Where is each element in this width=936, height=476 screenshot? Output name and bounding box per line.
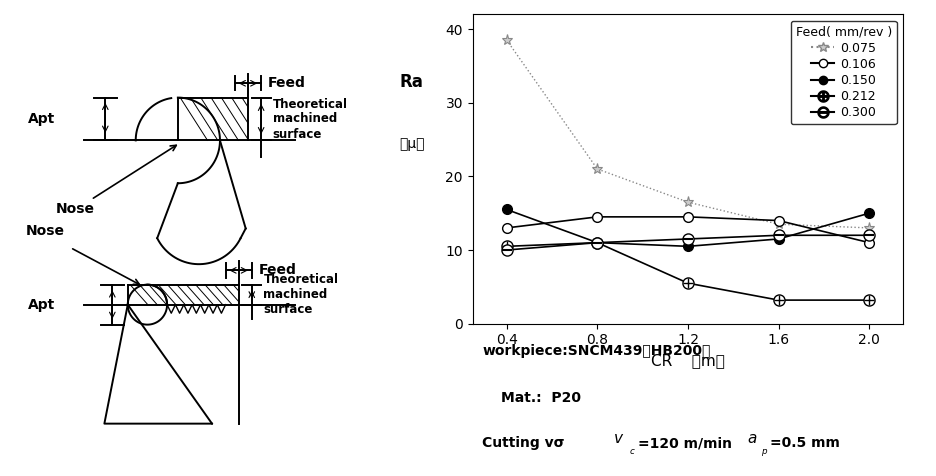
Text: $_c$: $_c$ <box>629 445 636 457</box>
0.212 <box>501 244 512 249</box>
Legend: 0.075, 0.106, 0.150, 0.212, 0.300: 0.075, 0.106, 0.150, 0.212, 0.300 <box>791 20 897 124</box>
0.150 <box>682 244 694 249</box>
Line: 0.212: 0.212 <box>501 237 875 306</box>
0.075 <box>773 221 784 227</box>
Text: Ra: Ra <box>400 73 423 91</box>
Text: Apt: Apt <box>28 112 55 126</box>
0.150 <box>501 207 512 212</box>
Text: $a$: $a$ <box>747 431 757 446</box>
0.106 <box>773 218 784 223</box>
Line: 0.075: 0.075 <box>501 34 875 233</box>
0.212 <box>864 297 875 303</box>
0.212 <box>773 297 784 303</box>
0.075 <box>592 166 603 172</box>
Line: 0.150: 0.150 <box>502 205 874 251</box>
0.300 <box>773 232 784 238</box>
0.106 <box>592 214 603 220</box>
Text: Nose: Nose <box>56 145 176 217</box>
0.106 <box>682 214 694 220</box>
Text: =0.5 mm: =0.5 mm <box>770 436 841 450</box>
0.150 <box>592 240 603 246</box>
0.300 <box>592 240 603 246</box>
Text: =120 m/min: =120 m/min <box>638 436 742 450</box>
0.075 <box>501 37 512 43</box>
0.300 <box>682 236 694 242</box>
0.075 <box>864 225 875 231</box>
0.150 <box>864 210 875 216</box>
X-axis label: CR    （m）: CR （m） <box>651 353 724 368</box>
Text: Apt: Apt <box>28 298 55 312</box>
Line: 0.106: 0.106 <box>502 212 874 248</box>
0.106 <box>864 240 875 246</box>
Text: Feed: Feed <box>269 76 306 90</box>
Text: Cutting vσ: Cutting vσ <box>482 436 579 450</box>
0.150 <box>773 236 784 242</box>
Text: Feed: Feed <box>259 263 297 278</box>
Text: Mat.:  P20: Mat.: P20 <box>501 391 580 405</box>
Text: Theoretical
machined
surface: Theoretical machined surface <box>264 273 339 316</box>
0.212 <box>682 280 694 286</box>
Text: （μ）: （μ） <box>400 137 425 151</box>
Text: workpiece:SNCM439（HB200）: workpiece:SNCM439（HB200） <box>482 344 710 357</box>
0.300 <box>501 247 512 253</box>
Text: $v$: $v$ <box>613 431 624 446</box>
Text: Theoretical
machined
surface: Theoretical machined surface <box>273 98 348 140</box>
Line: 0.300: 0.300 <box>501 230 875 256</box>
0.212 <box>592 240 603 246</box>
Text: Nose: Nose <box>26 224 65 238</box>
0.075 <box>682 199 694 205</box>
0.300 <box>864 232 875 238</box>
Text: $_p$: $_p$ <box>761 446 768 459</box>
0.106 <box>501 225 512 231</box>
